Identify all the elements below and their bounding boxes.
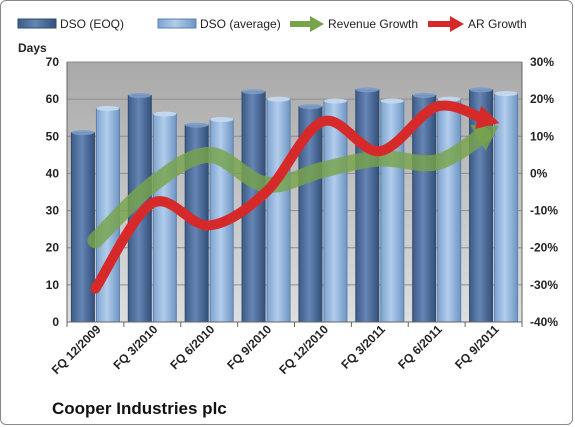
bar-top-cap: [298, 104, 322, 110]
legend-label-dso-eoq: DSO (EOQ): [60, 17, 124, 31]
left-tick-label: 30: [46, 204, 60, 218]
revenue-growth-arrowhead: [470, 125, 499, 151]
legend: DSO (EOQ) DSO (average) Revenue Growth A…: [17, 16, 527, 32]
bar-top-cap: [494, 91, 518, 97]
left-tick-label: 40: [46, 166, 60, 180]
company-name: Cooper Industries plc: [52, 399, 227, 418]
bar-top-cap: [355, 87, 379, 93]
right-tick-label: -30%: [530, 278, 558, 292]
bar-top-cap: [153, 111, 177, 117]
bar-dso-eoq: [355, 89, 380, 323]
x-tick-label: FQ 12/2009: [49, 322, 104, 377]
legend-arrow-ar-growth: [428, 16, 464, 32]
legend-label-ar-growth: AR Growth: [468, 17, 527, 31]
right-tick-label: 30%: [530, 55, 554, 69]
x-tick-label: FQ 9/2011: [452, 322, 502, 372]
right-tick-label: -10%: [530, 204, 558, 218]
left-tick-label: 0: [52, 315, 59, 329]
right-tick-label: 10%: [530, 129, 554, 143]
legend-swatch-dso-eoq: [17, 18, 57, 29]
bar-top-cap: [380, 98, 404, 104]
legend-label-revenue-growth: Revenue Growth: [328, 17, 418, 31]
ar-growth-arrowhead: [475, 105, 500, 129]
x-tick-label: FQ 3/2010: [110, 322, 160, 372]
bar-dso-average: [152, 113, 177, 323]
bar-top-cap: [267, 96, 291, 102]
left-tick-label: 70: [46, 55, 60, 69]
bar-top-cap: [71, 130, 95, 136]
left-tick-label: 10: [46, 278, 60, 292]
right-tick-label: -20%: [530, 241, 558, 255]
bar-top-cap: [128, 92, 152, 98]
bar-top-cap: [96, 105, 120, 111]
bar-top-cap: [412, 92, 436, 98]
right-tick-label: 20%: [530, 92, 554, 106]
bar-top-cap: [210, 117, 234, 123]
left-tick-label: 60: [46, 92, 60, 106]
x-tick-label: FQ 3/2011: [338, 322, 388, 372]
right-tick-label: 0%: [530, 166, 548, 180]
bar-top-cap: [185, 122, 209, 128]
bar-dso-eoq: [70, 132, 95, 323]
bar-top-cap: [323, 98, 347, 104]
x-tick-label: FQ 12/2010: [276, 322, 331, 377]
bar-dso-average: [494, 93, 519, 323]
right-tick-label: -40%: [530, 315, 558, 329]
left-tick-label: 50: [46, 129, 60, 143]
left-axis-title: Days: [18, 41, 47, 55]
bar-top-cap: [469, 87, 493, 93]
bar-dso-average: [437, 98, 462, 323]
legend-swatch-dso-average: [157, 18, 197, 29]
ar-growth-line: [90, 100, 489, 294]
legend-label-dso-average: DSO (average): [200, 17, 281, 31]
bar-dso-average: [266, 98, 291, 323]
x-tick-label: FQ 6/2010: [167, 322, 217, 372]
bar-top-cap: [242, 89, 266, 95]
x-tick-label: FQ 9/2010: [224, 322, 274, 372]
growth-lines-group: [87, 100, 500, 294]
legend-arrow-revenue-growth: [290, 16, 324, 32]
bar-top-cap: [437, 96, 461, 102]
left-tick-label: 20: [46, 241, 60, 255]
x-tick-label: FQ 6/2011: [395, 322, 445, 372]
revenue-growth-line: [87, 126, 492, 249]
